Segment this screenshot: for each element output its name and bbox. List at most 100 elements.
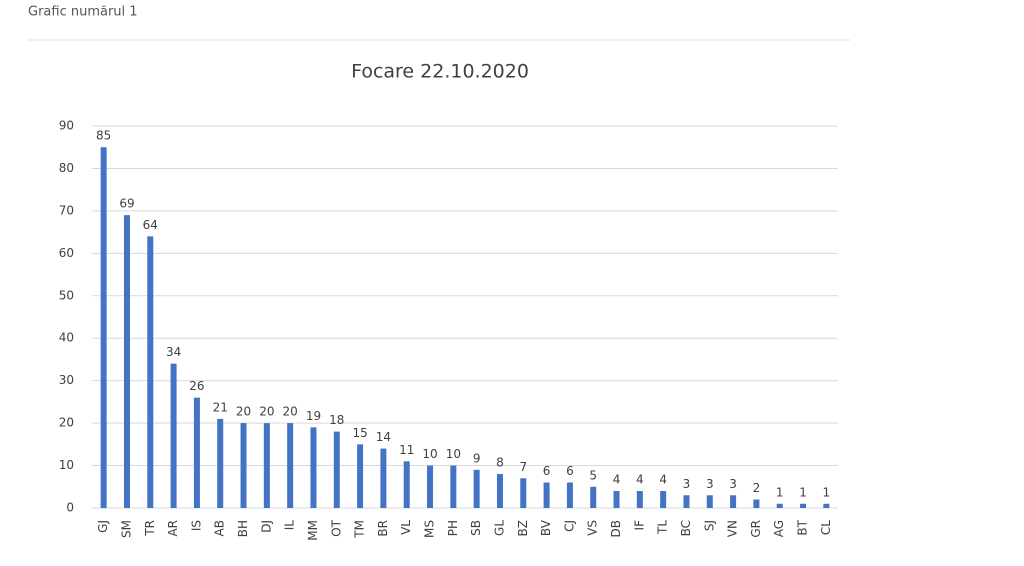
x-tick-label: IS <box>189 520 203 531</box>
y-tick-label: 80 <box>59 161 74 175</box>
x-tick-label: PH <box>446 520 460 536</box>
bar <box>776 503 783 508</box>
bar <box>450 465 457 508</box>
data-label: 11 <box>399 443 414 457</box>
data-label: 5 <box>589 468 597 482</box>
bar <box>193 397 200 508</box>
data-label: 21 <box>213 400 228 414</box>
x-tick-label: MS <box>423 520 437 538</box>
y-tick-label: 60 <box>59 246 74 260</box>
x-tick-label: CL <box>819 520 833 535</box>
data-label: 19 <box>306 409 321 423</box>
bar <box>357 444 364 508</box>
x-tick-label: VS <box>586 520 600 536</box>
data-label: 1 <box>823 485 831 499</box>
x-tick-label: TR <box>143 520 157 537</box>
data-label: 3 <box>706 477 714 491</box>
x-tick-label: DB <box>609 520 623 537</box>
bar <box>217 418 224 508</box>
data-label: 6 <box>543 464 551 478</box>
data-label: 15 <box>352 426 367 440</box>
data-label: 1 <box>776 485 784 499</box>
y-tick-label: 70 <box>59 203 74 217</box>
x-tick-label: TM <box>353 520 367 539</box>
data-label: 14 <box>376 430 391 444</box>
data-label: 6 <box>566 464 574 478</box>
bar <box>706 495 713 508</box>
x-tick-label: GR <box>749 520 763 538</box>
bar <box>753 499 760 508</box>
bar <box>823 503 830 508</box>
data-label: 18 <box>329 413 344 427</box>
y-tick-label: 90 <box>59 119 74 133</box>
y-tick-label: 30 <box>59 373 74 387</box>
chart-title: Focare 22.10.2020 <box>351 61 529 83</box>
bar <box>660 491 667 508</box>
data-label: 9 <box>473 451 481 465</box>
x-tick-label: BT <box>796 519 810 535</box>
bar <box>730 495 737 508</box>
bar <box>566 482 573 508</box>
data-label: 69 <box>119 197 134 211</box>
x-tick-label: DJ <box>259 520 273 533</box>
data-label: 8 <box>496 456 504 470</box>
data-label: 4 <box>613 473 621 487</box>
data-label: 4 <box>659 473 667 487</box>
x-tick-label: BR <box>376 520 390 537</box>
bar <box>170 363 177 508</box>
x-tick-label: AB <box>213 520 227 536</box>
bar <box>100 147 107 508</box>
x-tick-label: SM <box>119 520 133 538</box>
bar <box>496 474 503 508</box>
x-tick-label: SJ <box>702 520 716 531</box>
bar <box>427 465 434 508</box>
x-tick-label: VN <box>726 520 740 537</box>
x-tick-label: AG <box>772 520 786 537</box>
data-label: 3 <box>729 477 737 491</box>
x-tick-label: SB <box>469 520 483 536</box>
x-tick-label: IF <box>632 520 646 531</box>
bar <box>636 491 643 508</box>
x-tick-label: OT <box>329 519 343 536</box>
bar <box>473 469 480 508</box>
x-tick-label: IL <box>283 520 297 531</box>
data-label: 1 <box>799 485 807 499</box>
data-label: 85 <box>96 129 111 143</box>
x-tick-label: VL <box>399 520 413 535</box>
bar <box>403 461 410 508</box>
page-title: Grafic numărul 1 <box>28 5 138 20</box>
x-tick-label: MM <box>306 520 320 541</box>
bar <box>590 486 597 508</box>
bar <box>380 448 387 508</box>
data-label: 2 <box>753 481 761 495</box>
data-label: 10 <box>446 447 461 461</box>
data-label: 64 <box>143 218 158 232</box>
bar <box>263 423 270 508</box>
data-label: 20 <box>259 405 274 419</box>
x-tick-label: BC <box>679 520 693 536</box>
bar <box>310 427 317 508</box>
data-label: 3 <box>683 477 691 491</box>
data-label: 4 <box>636 473 644 487</box>
data-label: 20 <box>236 405 251 419</box>
bar <box>147 236 154 508</box>
y-tick-label: 20 <box>59 416 74 430</box>
x-tick-label: GL <box>492 520 506 536</box>
bar <box>683 495 690 508</box>
bar <box>240 423 247 508</box>
data-label: 20 <box>283 405 298 419</box>
y-tick-label: 40 <box>59 331 74 345</box>
x-tick-label: BV <box>539 519 553 536</box>
data-label: 10 <box>422 447 437 461</box>
y-tick-label: 50 <box>59 288 74 302</box>
bar <box>123 215 130 508</box>
bar <box>520 478 527 508</box>
y-tick-label: 0 <box>66 501 74 515</box>
bar <box>287 423 294 508</box>
data-label: 7 <box>519 460 527 474</box>
bar <box>613 491 620 508</box>
data-label: 26 <box>189 379 204 393</box>
x-tick-label: GJ <box>96 520 110 533</box>
